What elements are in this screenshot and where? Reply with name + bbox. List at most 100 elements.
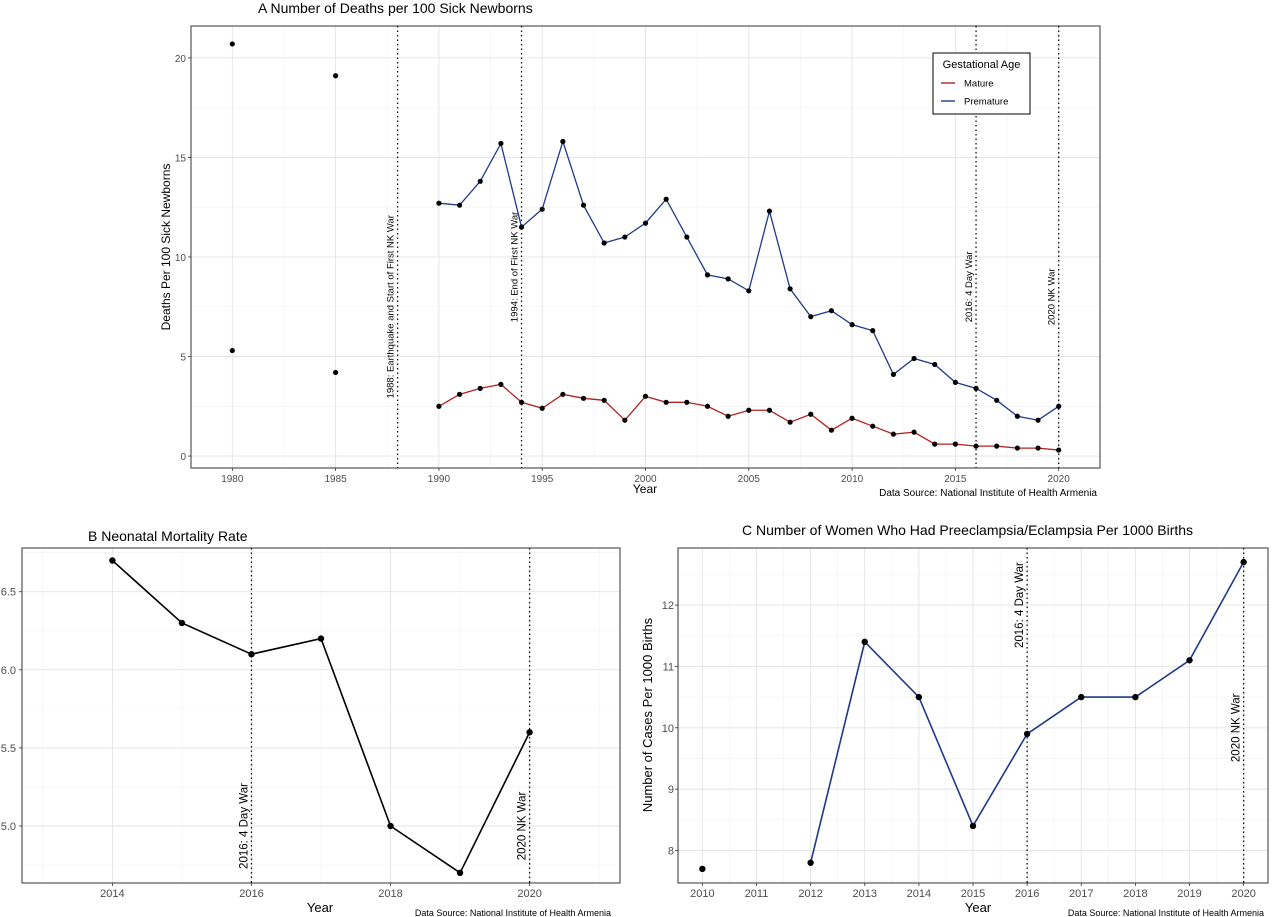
panel-b-chart: 2014 2016 2018 2020 5.0 5.5 6.0 6.5 2016: 4 Day … [1, 528, 621, 917]
x-tick-label: 2016 [1015, 888, 1039, 900]
data-point [828, 427, 835, 433]
x-tick-label: 2018 [378, 888, 402, 900]
x-tick-label: 2017 [1069, 888, 1093, 900]
data-point [436, 403, 442, 409]
data-point [1023, 730, 1031, 738]
data-point [642, 393, 649, 399]
data-point [387, 822, 394, 830]
y-tick-label: 9 [668, 784, 674, 796]
plot-border [21, 547, 621, 884]
data-point [1014, 445, 1020, 451]
y-tick-label: 5.5 [1, 743, 16, 755]
data-point [1186, 657, 1193, 664]
data-point [870, 423, 876, 429]
data-point [456, 869, 464, 877]
event-label: 2016: 4 Day War [238, 783, 250, 869]
data-point [1035, 417, 1041, 423]
y-tick-label: 5 [180, 353, 186, 364]
panel-c-chart: 2010 2011 2012 2013 2014 2015 2016 2017 2018 2019… [640, 522, 1269, 917]
data-point [932, 361, 938, 368]
data-point [1014, 413, 1020, 419]
data-point [518, 224, 525, 230]
legend: Gestational Age Mature Premature [932, 52, 1031, 115]
data-point [317, 635, 325, 642]
data-point [622, 234, 628, 240]
data-point [808, 314, 814, 320]
data-point [642, 220, 649, 226]
data-point [560, 391, 566, 397]
data-point [663, 399, 669, 405]
data-point [456, 202, 463, 208]
event-label: 2020 NK War [1231, 693, 1243, 762]
data-point [498, 140, 504, 147]
data-point [699, 865, 706, 873]
data-source-note: Data Source: National Institute of Healt… [415, 908, 611, 917]
data-point [952, 379, 958, 385]
data-point [861, 638, 868, 646]
event-label: 1994: End of First NK War [510, 212, 521, 323]
x-tick-label: 2000 [634, 474, 657, 485]
data-point [526, 729, 533, 736]
data-point [994, 397, 1000, 403]
data-point [890, 431, 897, 437]
data-point [1035, 445, 1041, 451]
chart-title: A Number of Deaths per 100 Sick Newborns [258, 0, 533, 16]
x-tick-label: 2012 [798, 888, 822, 900]
y-tick-label: 6.5 [1, 587, 16, 599]
data-point [601, 240, 607, 246]
x-tick-label: 2011 [745, 888, 769, 900]
data-point [1056, 447, 1062, 453]
y-tick-label: 12 [662, 600, 674, 612]
y-tick-label: 8 [668, 845, 674, 857]
data-point [1240, 558, 1247, 566]
x-tick-label: 2016 [239, 888, 263, 900]
data-source-note: Data Source: National Institute of Healt… [1068, 908, 1264, 917]
y-tick-label: 15 [175, 153, 187, 164]
data-source-note: Data Source: National Institute of Healt… [879, 488, 1097, 499]
data-point [498, 381, 504, 387]
data-point [849, 322, 855, 328]
x-axis-label: Year [965, 900, 992, 915]
data-point [622, 417, 628, 423]
event-label: 2020 NK War [1047, 268, 1058, 325]
data-point [178, 619, 186, 627]
data-point [969, 822, 977, 830]
x-tick-label: 2010 [690, 888, 714, 900]
x-tick-label: 2005 [738, 474, 761, 485]
x-tick-label: 1995 [531, 474, 554, 485]
data-point [560, 138, 566, 145]
y-tick-label: 10 [175, 253, 187, 264]
data-point [518, 399, 525, 405]
x-tick-label: 2014 [907, 888, 931, 900]
data-point [1132, 693, 1139, 701]
data-point [477, 178, 483, 184]
data-point [684, 234, 690, 240]
panel-a-chart: 1980 1985 1990 1995 2000 2005 2010 2015 20200510… [159, 0, 1101, 499]
data-point [229, 347, 235, 354]
plot-border [677, 547, 1269, 884]
data-point [333, 73, 339, 79]
x-tick-label: 2010 [841, 474, 864, 485]
data-point [539, 206, 545, 212]
data-point [109, 557, 116, 564]
legend-title: Gestational Age [943, 59, 1021, 71]
y-tick-label: 6.0 [1, 665, 16, 677]
data-point [973, 443, 979, 449]
y-tick-label: 11 [663, 661, 674, 673]
y-tick-label: 5.0 [1, 821, 16, 833]
chart-title: C Number of Women Who Had Preeclampsia/E… [742, 522, 1193, 538]
y-tick-label: 10 [662, 723, 674, 735]
data-point [890, 371, 897, 378]
y-tick-label: 20 [175, 54, 187, 65]
data-point [766, 208, 773, 214]
x-tick-label: 2014 [100, 888, 124, 900]
data-point [601, 397, 607, 403]
data-point [808, 411, 814, 417]
data-point [915, 693, 923, 701]
chart-title: B Neonatal Mortality Rate [88, 528, 248, 544]
data-point [828, 308, 835, 314]
x-tick-label: 1980 [221, 474, 244, 485]
event-label: 1988: Earthquake and Start of First NK W… [386, 215, 397, 398]
x-tick-label: 2020 [1048, 474, 1071, 485]
